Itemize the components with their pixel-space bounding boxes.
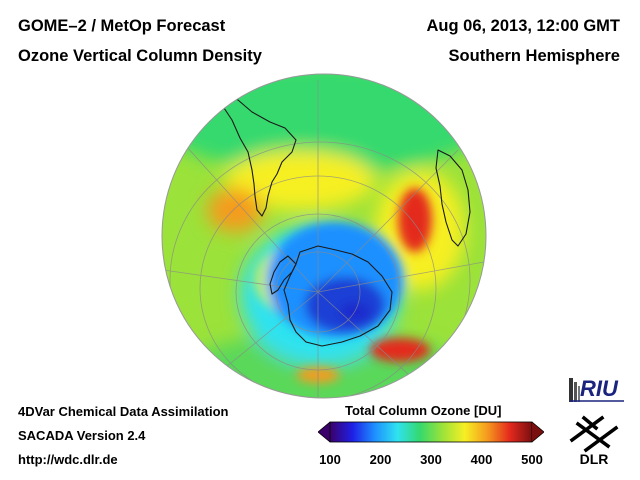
- date-label: Aug 06, 2013, 12:00 GMT: [426, 17, 621, 35]
- colorbar-tick-label: 400: [470, 452, 493, 467]
- antarctic-peninsula: [269, 255, 297, 295]
- south-america: [221, 91, 297, 217]
- southern-ocean-maximum: [370, 338, 430, 362]
- ozone-hole-center: [339, 302, 371, 322]
- colorbar-tick-label: 300: [420, 452, 442, 467]
- antarctica: [283, 245, 393, 347]
- ozone-map: [161, 73, 487, 399]
- hemisphere-label: Southern Hemisphere: [448, 47, 620, 65]
- indian-ocean-maximum: [398, 188, 432, 252]
- south-atlantic-maximum: [225, 150, 375, 210]
- forecast-title: GOME–2 / MetOp Forecast: [18, 17, 226, 35]
- south-pacific-maximum: [207, 188, 263, 232]
- africa: [435, 149, 471, 247]
- riu-logo: RIU: [569, 376, 624, 402]
- riu-logo-text: RIU: [580, 376, 619, 401]
- colorbar-min-arrow: [318, 422, 330, 442]
- colorbar-tick-label: 200: [369, 452, 392, 467]
- method-label: 4DVar Chemical Data Assimilation: [18, 404, 229, 419]
- new-zealand: [199, 349, 207, 365]
- colorbar-max-arrow: [532, 422, 544, 442]
- colorbar-title: Total Column Ozone [DU]: [345, 403, 502, 418]
- colorbar-tick-label: 500: [521, 452, 543, 467]
- colorbar-gradient: [329, 421, 533, 443]
- colorbar-tick-label: 100: [319, 452, 341, 467]
- dlr-logo: DLR: [569, 415, 619, 466]
- version-label: SACADA Version 2.4: [18, 428, 146, 443]
- graticule: [162, 80, 485, 398]
- dlr-logo-text: DLR: [580, 451, 609, 466]
- colorbar: [318, 421, 544, 443]
- website-link[interactable]: http://wdc.dlr.de: [18, 452, 118, 467]
- globe-outline: [161, 73, 487, 399]
- product-title: Ozone Vertical Column Density: [18, 47, 262, 65]
